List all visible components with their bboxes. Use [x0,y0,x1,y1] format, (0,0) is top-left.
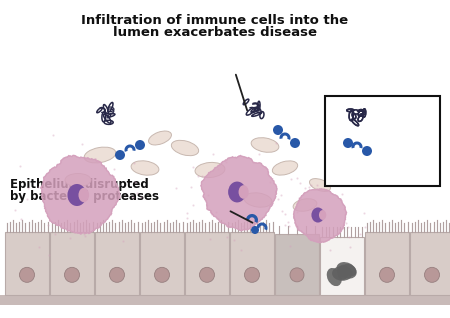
Text: Epithelium disrupted: Epithelium disrupted [10,178,149,191]
Bar [185,232,229,295]
Circle shape [244,267,260,282]
Polygon shape [201,156,277,231]
Bar [95,232,139,295]
Circle shape [343,138,353,148]
Ellipse shape [148,131,171,145]
Ellipse shape [332,266,352,281]
Polygon shape [41,156,120,234]
Wedge shape [256,223,267,230]
Ellipse shape [244,193,272,207]
Circle shape [19,267,35,282]
Ellipse shape [78,188,89,202]
Wedge shape [125,144,135,152]
Ellipse shape [357,162,379,173]
Wedge shape [351,142,363,149]
Bar [325,96,440,186]
Ellipse shape [228,182,246,203]
Bar [50,232,94,295]
Ellipse shape [65,174,91,186]
Bar [410,232,450,295]
Bar [5,232,49,295]
Circle shape [362,146,372,156]
Ellipse shape [319,210,326,220]
Ellipse shape [84,147,116,163]
Ellipse shape [310,179,330,191]
Polygon shape [293,189,346,243]
Wedge shape [279,133,291,140]
Circle shape [290,268,304,282]
Ellipse shape [311,207,324,223]
Ellipse shape [171,140,198,156]
Ellipse shape [337,262,357,279]
Text: by bacterial proteases: by bacterial proteases [10,190,159,203]
Circle shape [348,135,358,145]
Ellipse shape [332,142,358,155]
Ellipse shape [131,161,159,175]
Ellipse shape [251,138,279,152]
Ellipse shape [338,265,348,280]
Ellipse shape [342,264,356,276]
Ellipse shape [293,199,317,211]
Ellipse shape [327,268,342,286]
Bar [275,234,319,295]
Wedge shape [246,214,258,223]
Circle shape [379,267,395,282]
Ellipse shape [195,162,225,177]
Circle shape [251,226,259,234]
Circle shape [64,267,80,282]
Ellipse shape [272,161,297,175]
Bar [320,237,364,295]
Ellipse shape [238,185,249,199]
Circle shape [115,150,125,160]
Circle shape [290,138,300,148]
Circle shape [109,267,125,282]
Text: Infiltration of immune cells into the: Infiltration of immune cells into the [81,14,349,27]
Circle shape [199,267,215,282]
Bar [140,232,184,295]
Circle shape [273,125,283,135]
Bar [230,232,274,295]
Circle shape [135,140,145,150]
Bar [365,232,409,295]
Bar [0,295,450,305]
Circle shape [154,267,170,282]
Wedge shape [355,140,365,146]
Circle shape [363,145,373,155]
Ellipse shape [68,184,86,206]
Circle shape [424,267,440,282]
Ellipse shape [347,162,373,175]
Text: lumen exacerbates disease: lumen exacerbates disease [113,26,317,39]
